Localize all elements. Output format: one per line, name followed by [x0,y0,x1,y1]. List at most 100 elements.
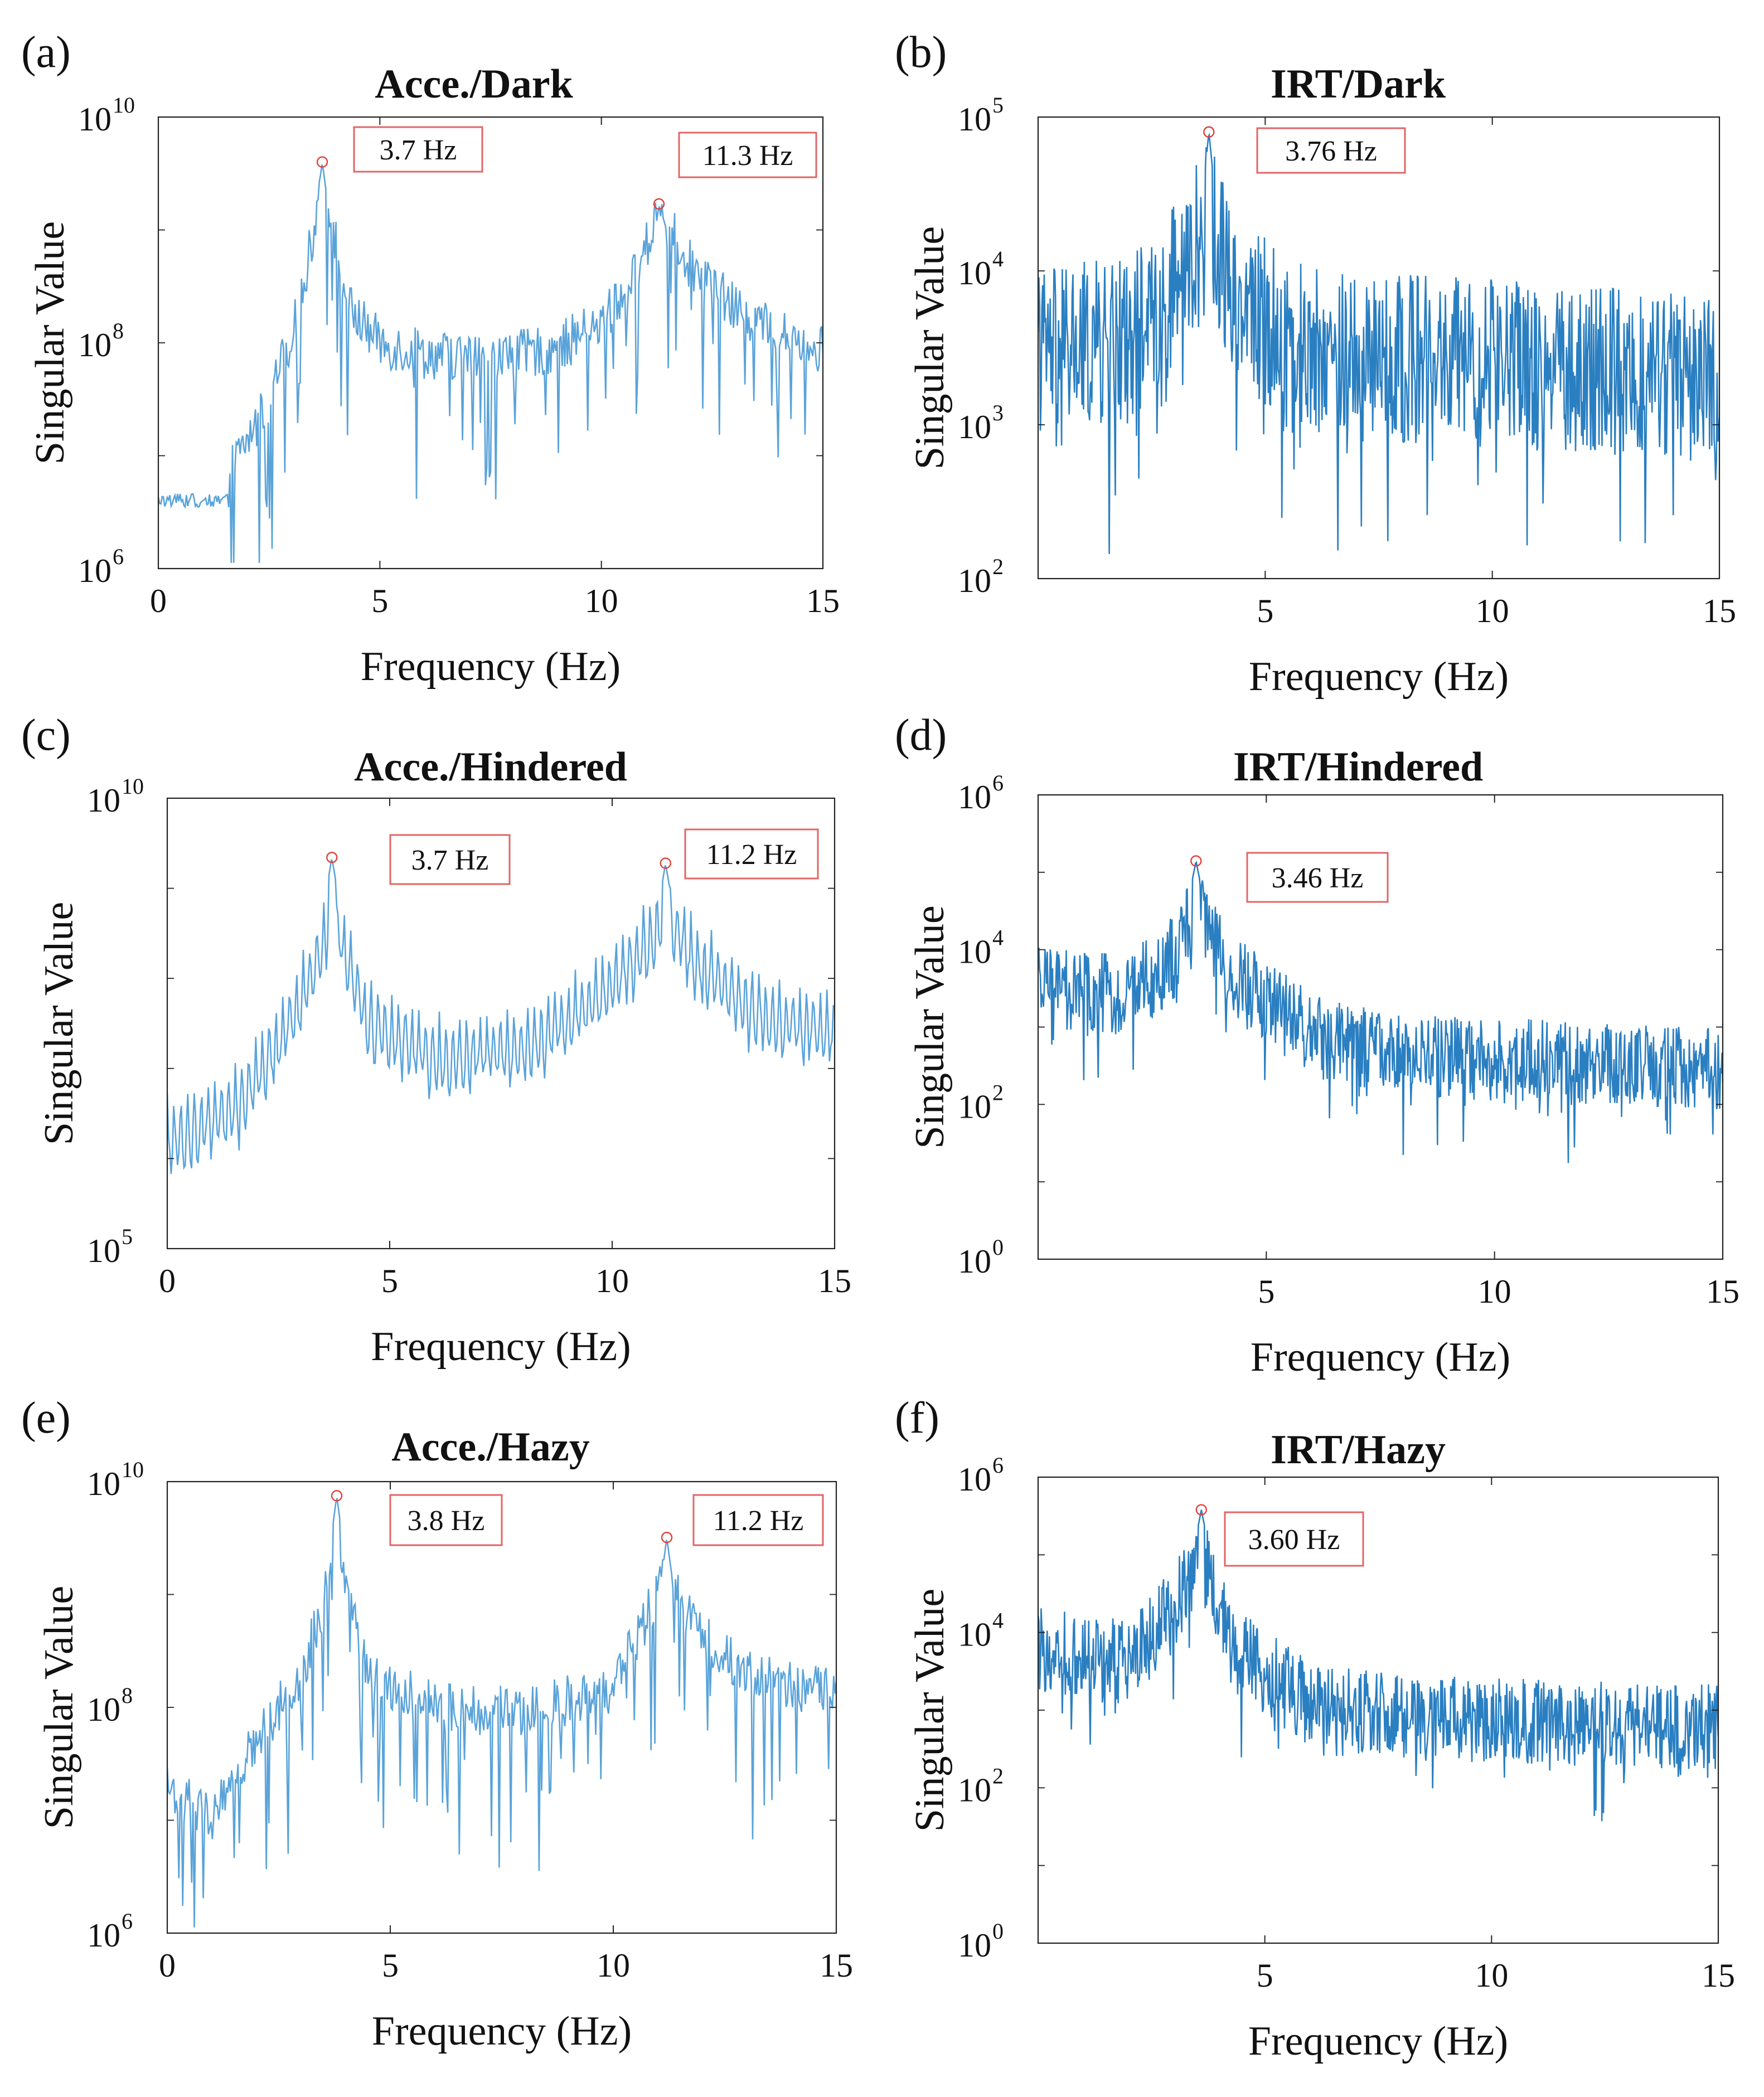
y-tick-exponent: 6 [113,544,124,569]
x-tick-label: 10 [1475,1957,1508,1994]
y-tick-exponent: 8 [113,318,124,343]
peak-annotation-box [389,834,511,885]
x-tick-label: 5 [1257,593,1273,629]
y-tick-exponent: 0 [992,1235,1004,1260]
y-tick-exponent: 10 [122,774,144,799]
peak-annotation-label: 3.8 Hz [408,1505,485,1537]
y-tick-label: 10 [87,1917,120,1954]
x-tick-label: 5 [371,582,388,619]
peak-annotation-box [692,1494,824,1546]
peak-annotation-box [1246,852,1389,903]
y-tick-exponent: 2 [992,1080,1004,1105]
x-tick-label: 15 [1702,1957,1735,1994]
peak-annotation-box [684,828,819,880]
peak-marker [326,852,338,863]
panel-label: (d) [895,711,947,760]
x-tick-label: 15 [806,582,840,619]
y-tick-label: 10 [87,1691,120,1728]
panel-label: (a) [21,28,71,77]
panel-label: (c) [21,711,71,760]
x-tick-label: 10 [595,1263,629,1299]
peak-marker [316,156,328,168]
peak-annotation-label: 11.3 Hz [702,140,793,172]
x-tick-label: 10 [597,1947,630,1984]
y-tick-label: 10 [87,782,120,819]
y-tick-label: 10 [958,409,991,445]
y-tick-label: 10 [78,327,112,363]
y-tick-exponent: 6 [992,1453,1004,1478]
x-axis-label: Frequency (Hz) [1248,2018,1508,2064]
chart-title: IRT/Hazy [1271,1427,1446,1473]
x-tick-label: 5 [381,1263,398,1299]
panel-label: (b) [895,28,947,77]
x-axis-label: Frequency (Hz) [1249,654,1509,700]
y-tick-exponent: 6 [122,1909,133,1934]
y-tick-label: 10 [958,1461,991,1498]
peak-marker [653,198,665,210]
peak-annotation-box [353,126,483,173]
x-tick-label: 15 [820,1947,853,1984]
y-tick-label: 10 [958,1617,991,1653]
chart-title: Acce./Hazy [391,1424,589,1470]
x-axis-label: Frequency (Hz) [371,1324,631,1370]
y-tick-exponent: 4 [992,925,1004,950]
y-tick-label: 10 [78,552,112,589]
x-tick-label: 0 [150,582,167,619]
y-axis-label: Singular Value [907,226,953,469]
y-tick-label: 10 [958,934,991,970]
series-line [1038,1509,1718,1822]
y-axis-label: Singular Value [36,1586,82,1829]
peak-annotation-box [389,1494,503,1546]
y-tick-exponent: 5 [992,93,1004,118]
x-tick-label: 15 [818,1263,851,1299]
peak-annotation-label: 3.76 Hz [1285,135,1377,167]
y-tick-label: 10 [958,1088,991,1125]
y-tick-label: 10 [958,101,991,138]
y-tick-label: 10 [958,255,991,292]
y-tick-exponent: 10 [113,93,135,118]
peak-marker [660,857,671,869]
x-axis-label: Frequency (Hz) [361,644,621,690]
y-tick-label: 10 [958,1771,991,1808]
peak-annotation-label: 3.60 Hz [1248,1524,1340,1556]
y-tick-label: 10 [958,1243,991,1280]
chart-title: IRT/Dark [1271,61,1446,107]
y-tick-label: 10 [87,1232,120,1269]
x-tick-label: 10 [1476,593,1509,629]
series-line [158,164,823,563]
y-tick-label: 10 [958,779,991,816]
y-tick-exponent: 5 [122,1224,133,1249]
y-axis-label: Singular Value [36,902,82,1145]
x-tick-label: 10 [1478,1273,1511,1310]
peak-annotation-box [678,132,817,178]
y-tick-exponent: 2 [992,554,1004,579]
peak-annotation-label: 3.7 Hz [380,134,457,166]
y-axis-label: Singular Value [27,221,73,464]
y-tick-exponent: 2 [992,1763,1004,1788]
plot-frame [1037,116,1721,580]
peak-annotation-label: 11.2 Hz [713,1505,804,1537]
peak-marker [1190,855,1202,867]
y-axis-label: Singular Value [907,905,953,1148]
y-tick-exponent: 4 [992,1608,1004,1633]
y-tick-label: 10 [958,562,991,599]
x-tick-label: 0 [159,1263,176,1299]
y-tick-exponent: 0 [992,1919,1004,1944]
peak-annotation-label: 3.7 Hz [411,844,489,876]
x-tick-label: 5 [1257,1957,1273,1994]
chart-title: IRT/Hindered [1233,744,1483,790]
series-line [1038,132,1719,554]
chart-title: Acce./Hindered [354,744,627,790]
x-axis-label: Frequency (Hz) [372,2008,632,2054]
peak-annotation-box [1256,127,1406,174]
peak-marker [331,1490,343,1502]
x-tick-label: 5 [1258,1273,1274,1310]
peak-annotation-label: 3.46 Hz [1272,862,1364,894]
peak-annotation-label: 11.2 Hz [706,839,797,871]
chart-title: Acce./Dark [375,61,573,107]
peak-marker [1203,126,1215,138]
x-tick-label: 0 [159,1947,176,1984]
